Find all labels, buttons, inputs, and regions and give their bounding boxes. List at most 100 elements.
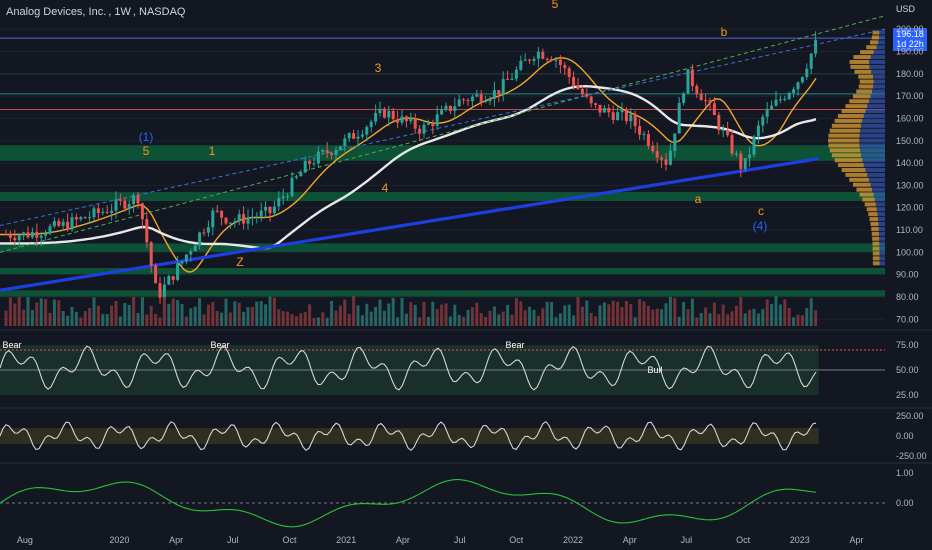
volume-bar xyxy=(30,310,34,326)
volume-bar xyxy=(484,316,488,326)
volume-bar xyxy=(554,317,558,326)
profile-bar xyxy=(872,89,885,94)
profile-bar xyxy=(869,59,885,64)
volume-bar xyxy=(184,316,188,326)
volume-bar xyxy=(567,304,571,326)
profile-bar xyxy=(837,113,864,118)
volume-bars xyxy=(4,296,818,326)
wave-label: a xyxy=(695,192,702,206)
profile-bar xyxy=(878,217,885,222)
candle-body xyxy=(215,210,219,212)
volume-bar xyxy=(682,302,686,326)
profile-bar xyxy=(865,109,885,114)
volume-bar xyxy=(268,296,272,326)
wave-label: 3 xyxy=(375,61,382,75)
profile-bar xyxy=(866,45,877,50)
volume-bar xyxy=(325,317,329,326)
volume-bar xyxy=(330,300,334,326)
profile-bar xyxy=(869,64,885,69)
volume-bar xyxy=(391,297,395,326)
support-zone xyxy=(0,145,885,161)
profile-bar xyxy=(879,256,885,261)
interval[interactable]: 1W xyxy=(114,6,131,18)
profile-bar xyxy=(872,236,880,241)
wave-label: (4) xyxy=(753,219,768,233)
candle-body xyxy=(607,107,611,113)
profile-bar xyxy=(879,261,885,266)
candle-body xyxy=(598,104,602,113)
volume-bar xyxy=(145,314,149,326)
volume-bar xyxy=(255,301,259,326)
candle-body xyxy=(105,211,109,213)
candle-body xyxy=(576,85,580,89)
profile-bar xyxy=(852,182,871,187)
candle-body xyxy=(352,133,356,139)
volume-bar xyxy=(418,317,422,326)
volume-bar xyxy=(162,296,166,326)
x-tick-label: Apr xyxy=(849,535,863,545)
volume-bar xyxy=(22,309,26,326)
candle-body xyxy=(536,51,540,59)
profile-bar xyxy=(876,207,885,212)
profile-bar xyxy=(873,84,885,89)
volume-bar xyxy=(149,306,153,326)
profile-bar xyxy=(841,167,866,172)
candle-body xyxy=(396,119,400,123)
candle-body xyxy=(497,90,501,95)
profile-bar xyxy=(845,172,868,177)
profile-bar xyxy=(872,187,885,192)
candle-body xyxy=(646,134,650,146)
profile-bar xyxy=(866,207,877,212)
y-tick-label: 0.00 xyxy=(896,431,914,441)
volume-bar xyxy=(677,316,681,326)
profile-bar xyxy=(862,118,885,123)
volume-bar xyxy=(457,314,461,326)
y-tick-label: 1.00 xyxy=(896,468,914,478)
y-tick-label: 130.00 xyxy=(896,180,924,190)
profile-bar xyxy=(879,241,885,246)
volume-bar xyxy=(180,303,184,326)
candle-body xyxy=(268,206,272,214)
volume-bar xyxy=(92,297,96,326)
profile-bar xyxy=(861,153,885,158)
candle-body xyxy=(484,101,488,103)
candle-body xyxy=(303,161,307,173)
candle-body xyxy=(264,206,268,211)
profile-bar xyxy=(849,59,870,64)
volume-bar xyxy=(79,317,83,326)
candle-body xyxy=(572,76,576,86)
y-tick-label: 140.00 xyxy=(896,158,924,168)
candle-body xyxy=(312,163,316,165)
candle-body xyxy=(136,195,140,204)
volume-bar xyxy=(756,313,760,326)
volume-bar xyxy=(435,309,439,326)
profile-bar xyxy=(870,94,885,99)
candle-body xyxy=(228,222,232,224)
volume-bar xyxy=(633,317,637,326)
profile-bar xyxy=(878,226,885,231)
volume-bar xyxy=(448,316,452,326)
candle-body xyxy=(774,99,778,106)
volume-bar xyxy=(805,308,809,326)
candle-body xyxy=(448,105,452,112)
candle-body xyxy=(677,102,681,134)
wave-label: 5 xyxy=(143,144,150,158)
candle-body xyxy=(382,108,386,118)
candle-body xyxy=(708,100,712,104)
volume-bar xyxy=(74,311,78,326)
candle-body xyxy=(717,115,721,131)
profile-bar xyxy=(872,241,880,246)
candle-body xyxy=(246,217,250,224)
volume-bar xyxy=(356,305,360,326)
volume-bar xyxy=(699,313,703,326)
candle-body xyxy=(638,126,642,135)
volume-bar xyxy=(378,299,382,326)
candle-body xyxy=(492,90,496,99)
volume-bar xyxy=(154,313,158,326)
volume-bar xyxy=(721,304,725,326)
x-tick-label: Apr xyxy=(623,535,637,545)
candle-body xyxy=(8,234,12,238)
volume-bar xyxy=(294,316,298,326)
candle-body xyxy=(110,210,114,213)
